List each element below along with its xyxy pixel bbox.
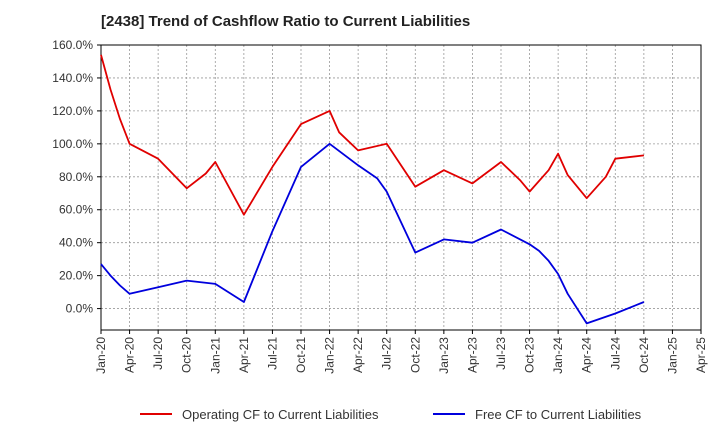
legend-label-1: Operating CF to Current Liabilities — [182, 407, 379, 422]
y-tick-label: 100.0% — [52, 137, 93, 151]
y-tick-label: 60.0% — [59, 203, 93, 217]
x-tick-label: Apr-25 — [694, 337, 708, 373]
x-tick-label: Apr-20 — [123, 337, 137, 373]
series-lines — [100, 54, 645, 325]
x-tick-label: Oct-21 — [294, 337, 308, 373]
x-tick-label: Jul-23 — [494, 337, 508, 370]
x-tick-label: Apr-22 — [351, 337, 365, 373]
x-tick-label: Oct-24 — [637, 337, 651, 373]
y-tick-label: 140.0% — [52, 71, 93, 85]
x-tick-label: Jul-20 — [151, 337, 165, 370]
x-tick-label: Jul-22 — [380, 337, 394, 370]
grid-lines — [100, 44, 702, 330]
x-tick-label: Jan-23 — [437, 337, 451, 374]
plot-area-frame — [100, 44, 702, 331]
y-tick-label: 0.0% — [66, 302, 94, 316]
legend-label-2: Free CF to Current Liabilities — [475, 407, 642, 422]
x-tick-label: Jan-24 — [551, 337, 565, 374]
y-tick-label: 120.0% — [52, 104, 93, 118]
y-tick-label: 40.0% — [59, 236, 93, 250]
x-tick-label: Apr-21 — [237, 337, 251, 373]
x-tick-label: Apr-23 — [465, 337, 479, 373]
series-line-2 — [100, 142, 645, 325]
x-tick-label: Jan-25 — [665, 337, 679, 374]
x-axis-ticks: Jan-20 Apr-20 Jul-20 Oct-20 Jan-21 Apr-21 Jul-… — [94, 330, 708, 374]
x-tick-label: Jul-24 — [608, 337, 622, 370]
x-tick-label: Oct-22 — [408, 337, 422, 373]
x-tick-label: Oct-23 — [523, 337, 537, 373]
chart-title: [2438] Trend of Cashflow Ratio to Curren… — [101, 13, 471, 30]
x-tick-label: Jan-21 — [208, 337, 222, 374]
x-tick-label: Jul-21 — [265, 337, 279, 370]
y-tick-label: 20.0% — [59, 269, 93, 283]
chart-legend: Operating CF to Current Liabilities Free … — [140, 407, 642, 422]
series-line-1 — [100, 54, 645, 216]
x-tick-label: Jan-22 — [323, 337, 337, 374]
x-tick-label: Jan-20 — [94, 337, 108, 374]
y-tick-label: 160.0% — [52, 38, 93, 52]
y-tick-label: 80.0% — [59, 170, 93, 184]
x-tick-label: Apr-24 — [580, 337, 594, 373]
y-axis-ticks: 160.0% 140.0% 120.0% 100.0% 80.0% 60.0% 40.0% 2… — [52, 38, 101, 316]
x-tick-label: Oct-20 — [180, 337, 194, 373]
